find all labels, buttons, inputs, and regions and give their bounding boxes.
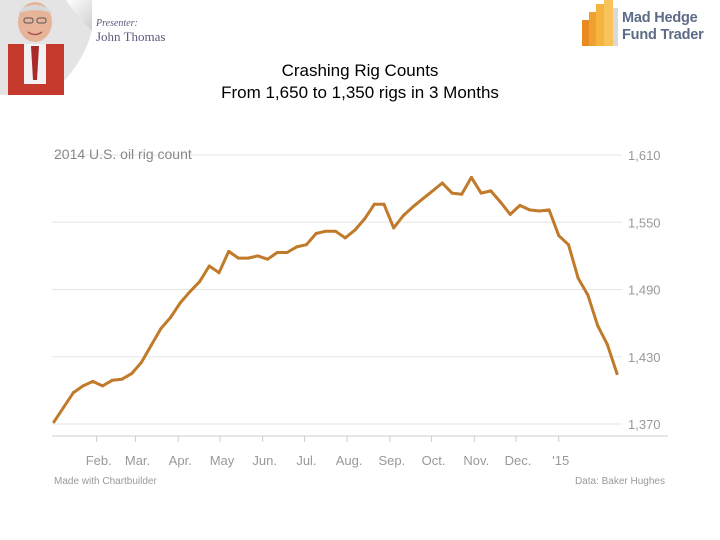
x-tick-label: May	[210, 453, 235, 468]
data-point	[479, 191, 483, 195]
chart-title: 2014 U.S. oil rig count	[54, 146, 192, 162]
data-point	[372, 202, 376, 206]
x-tick-label: Sep.	[378, 453, 405, 468]
slide-title-line-1: Crashing Rig Counts	[281, 61, 439, 80]
data-point	[508, 212, 512, 216]
slide-header: Presenter: John Thomas Mad Hedge Fund Tr…	[0, 0, 720, 110]
x-tick-label: '15	[552, 453, 569, 468]
rig-count-chart: 1,610 1,550 1,490 1,430 1,370 Feb. Mar. Apr. Ma…	[52, 146, 668, 487]
data-point	[411, 205, 415, 209]
data-point	[392, 226, 396, 230]
data-point	[537, 209, 541, 213]
y-tick-label: 1,430	[628, 350, 661, 365]
data-point	[295, 245, 299, 249]
x-tick-label: Oct.	[422, 453, 446, 468]
data-point	[440, 181, 444, 185]
data-point	[450, 191, 454, 195]
data-point	[169, 316, 172, 319]
data-point	[547, 208, 551, 212]
x-tick-label: Feb.	[86, 453, 112, 468]
presenter-info: Presenter: John Thomas	[96, 18, 165, 44]
data-point	[198, 280, 202, 284]
data-point	[227, 249, 231, 253]
x-tick-label: Jul.	[296, 453, 316, 468]
data-point	[567, 243, 570, 247]
slide-title-line-2: From 1,650 to 1,350 rigs in 3 Months	[221, 83, 499, 102]
brand-line-2: Fund Trader	[622, 27, 704, 43]
data-point	[101, 384, 104, 388]
data-point	[285, 251, 289, 254]
data-point	[489, 189, 493, 193]
x-tick-label: Apr.	[169, 453, 192, 468]
data-point	[314, 232, 318, 235]
data-point	[324, 229, 328, 233]
series-line	[52, 175, 619, 424]
data-point	[460, 192, 464, 196]
data-point	[421, 197, 425, 201]
slide-title: Crashing Rig Counts From 1,650 to 1,350 …	[0, 60, 720, 104]
data-point	[382, 202, 386, 206]
data-point	[343, 236, 347, 240]
x-tick-label: Dec.	[505, 453, 532, 468]
data-point	[431, 189, 435, 193]
data-point	[266, 257, 270, 261]
x-tick-label: Jun.	[252, 453, 277, 468]
data-point	[81, 384, 85, 388]
presenter-label: Presenter:	[96, 18, 138, 29]
data-point	[52, 420, 56, 424]
data-point	[236, 256, 240, 260]
y-tick-label: 1,370	[628, 417, 661, 432]
data-point	[130, 372, 134, 376]
data-point	[62, 405, 66, 409]
data-point	[159, 327, 163, 331]
data-point	[401, 214, 405, 217]
data-point	[256, 254, 260, 258]
data-point	[149, 344, 153, 347]
data-point	[518, 203, 522, 207]
data-point	[557, 234, 561, 238]
presenter-name: John Thomas	[96, 29, 166, 44]
y-tick-label: 1,610	[628, 148, 661, 163]
data-point	[246, 256, 250, 260]
data-point	[188, 290, 192, 294]
data-point	[275, 251, 279, 254]
brand-name: Mad Hedge Fund Trader	[622, 10, 704, 44]
data-point	[576, 276, 580, 280]
data-point	[605, 342, 609, 346]
data-point	[91, 379, 95, 383]
series-layer	[52, 175, 619, 424]
data-point	[217, 271, 221, 275]
data-point	[334, 229, 337, 233]
data-point	[363, 217, 367, 221]
presenter-photo	[0, 0, 92, 95]
data-point	[110, 378, 114, 382]
grid-layer: 1,610 1,550 1,490 1,430 1,370	[52, 148, 661, 432]
brand-line-1: Mad Hedge	[622, 10, 698, 26]
y-tick-label: 1,550	[628, 215, 661, 230]
y-tick-label: 1,490	[628, 283, 661, 298]
chart-credit: Made with Chartbuilder	[54, 476, 157, 487]
x-tick-label: Aug.	[336, 453, 363, 468]
data-point	[586, 293, 590, 297]
data-point	[469, 175, 473, 179]
x-tick-label: Nov.	[463, 453, 489, 468]
data-point	[596, 323, 600, 327]
chart-source: Data: Baker Hughes	[575, 476, 665, 487]
data-point	[615, 372, 619, 376]
data-point	[178, 301, 182, 305]
x-tick-label: Mar.	[125, 453, 150, 468]
data-point	[353, 228, 357, 232]
data-point	[120, 377, 124, 381]
data-point	[207, 264, 211, 268]
data-point	[499, 200, 502, 204]
data-point	[71, 391, 75, 395]
data-point	[139, 360, 143, 364]
x-tick-layer: Feb. Mar. Apr. May Jun. Jul. Aug. Sep. Oct. Nov. D…	[86, 436, 569, 468]
data-point	[304, 243, 308, 247]
brand-logo-icon	[582, 0, 618, 46]
data-point	[528, 208, 532, 212]
